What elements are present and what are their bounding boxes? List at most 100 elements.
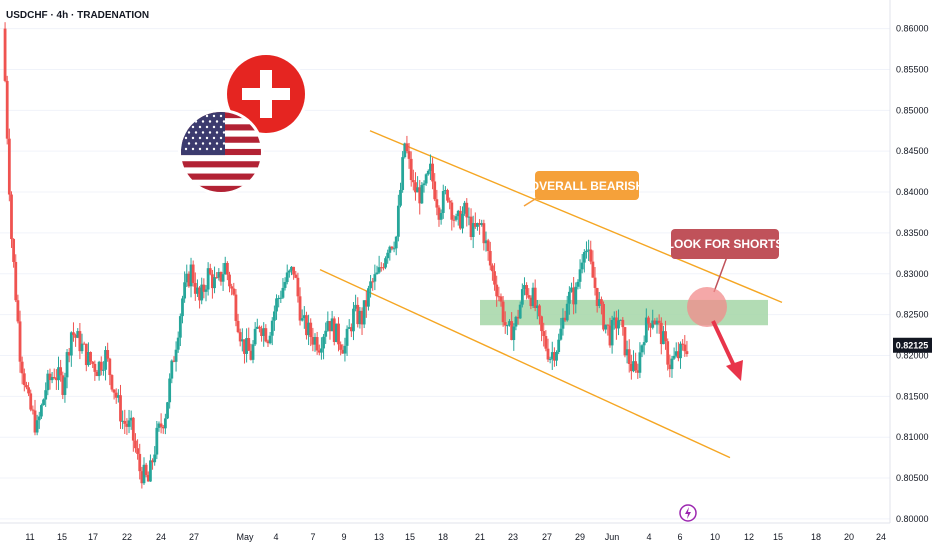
candle-body — [33, 410, 37, 433]
us-flag-stripe — [181, 179, 261, 187]
candle-body — [672, 355, 676, 359]
candle-body — [264, 328, 268, 342]
candle-body — [129, 417, 133, 421]
candle-body — [311, 337, 315, 345]
candle-body — [392, 248, 396, 250]
us-flag-star — [215, 120, 219, 123]
candle-body — [396, 205, 400, 237]
candle-body — [638, 352, 642, 373]
candle-body — [89, 351, 92, 362]
candle-body — [454, 216, 458, 220]
us-flag-star — [215, 131, 219, 134]
candle-body — [619, 319, 623, 321]
candle-body — [240, 339, 244, 342]
candle-body — [44, 390, 48, 400]
candle-body — [287, 270, 291, 273]
candle-body — [345, 328, 349, 346]
candle-body — [369, 281, 372, 289]
candle-body — [170, 360, 174, 379]
candle-body — [225, 262, 229, 275]
candle-body — [473, 223, 477, 227]
candle-body — [328, 321, 332, 332]
us-flag-star — [191, 147, 195, 151]
candle-body — [597, 299, 601, 306]
us-flag-star — [219, 125, 223, 129]
candle-body — [178, 316, 182, 338]
price-tick-label: 0.86000 — [896, 24, 929, 34]
candle-body — [87, 351, 90, 366]
us-flag-star — [208, 142, 212, 145]
candle-body — [540, 316, 543, 332]
candle-body — [127, 420, 131, 427]
candle-body — [685, 351, 689, 355]
candle-body — [3, 28, 7, 81]
us-flag-stripe — [181, 173, 261, 180]
candle-body — [602, 304, 605, 330]
candle-body — [495, 284, 499, 297]
candle-body — [110, 375, 114, 390]
last-price-label: 0.82125 — [896, 340, 929, 350]
candle-body — [309, 322, 313, 338]
candle-body — [418, 187, 422, 204]
candle-body — [69, 332, 73, 356]
candle-body — [54, 377, 58, 381]
us-flag-star — [191, 136, 195, 140]
time-axis[interactable]: 11 15 17 22 24 27 May 4 7 9 13 15 18 21 23 27 29 Jun 4 6 10 1… — [0, 522, 932, 550]
candle-body — [439, 212, 443, 220]
candle-body — [629, 364, 633, 372]
us-flag-star — [205, 125, 209, 129]
lightning-icon[interactable] — [679, 504, 697, 522]
candle-body — [14, 261, 18, 301]
candle-body — [589, 249, 593, 262]
candle-body — [22, 373, 26, 386]
time-tick-label: Jun — [605, 532, 620, 542]
candle-body — [176, 337, 180, 350]
us-flag-star — [222, 142, 226, 145]
candle-body — [272, 311, 276, 321]
candle-body — [640, 345, 644, 353]
candle-body — [228, 274, 231, 287]
candle-body — [149, 460, 152, 482]
candle-body — [572, 287, 576, 305]
candle-body — [63, 377, 67, 395]
candle-body — [119, 395, 122, 422]
candle-body — [670, 358, 674, 370]
us-flag-star — [208, 131, 212, 134]
candle-body — [679, 343, 682, 359]
candle-body — [112, 389, 116, 393]
price-tick-label: 0.85000 — [896, 105, 929, 115]
candle-body — [12, 239, 16, 262]
candle-body — [42, 399, 45, 406]
candle-body — [512, 326, 516, 341]
candle-body — [211, 274, 214, 289]
candle-body — [315, 337, 319, 351]
candle-body — [632, 361, 635, 372]
candle-body — [482, 223, 486, 244]
us-flag-star — [191, 125, 195, 129]
price-tick-label: 0.83500 — [896, 228, 929, 238]
us-flag-star — [212, 114, 216, 118]
candle-body — [503, 322, 507, 326]
channel-lower-line — [319, 269, 731, 459]
candle-body — [140, 471, 144, 484]
candle-body — [337, 323, 340, 345]
candle-body — [234, 294, 238, 321]
candle-body — [403, 143, 407, 158]
candle-body — [10, 194, 13, 240]
channel-upper-line — [369, 130, 783, 304]
candle-body — [486, 240, 490, 251]
candle-body — [67, 352, 71, 356]
candle-body — [529, 297, 533, 307]
candle-body — [358, 310, 362, 325]
us-flag-star — [201, 131, 205, 134]
price-axis[interactable]: 0.86000 0.85500 0.85000 0.84500 0.84000 0.835… — [889, 0, 932, 550]
candle-body — [356, 304, 360, 325]
candle-body — [230, 286, 234, 289]
us-flag-star — [208, 120, 212, 123]
candle-body — [433, 181, 437, 200]
time-tick-label: 20 — [844, 532, 854, 542]
candle-body — [99, 361, 103, 371]
candle-body — [74, 335, 78, 338]
candle-body — [634, 361, 638, 371]
